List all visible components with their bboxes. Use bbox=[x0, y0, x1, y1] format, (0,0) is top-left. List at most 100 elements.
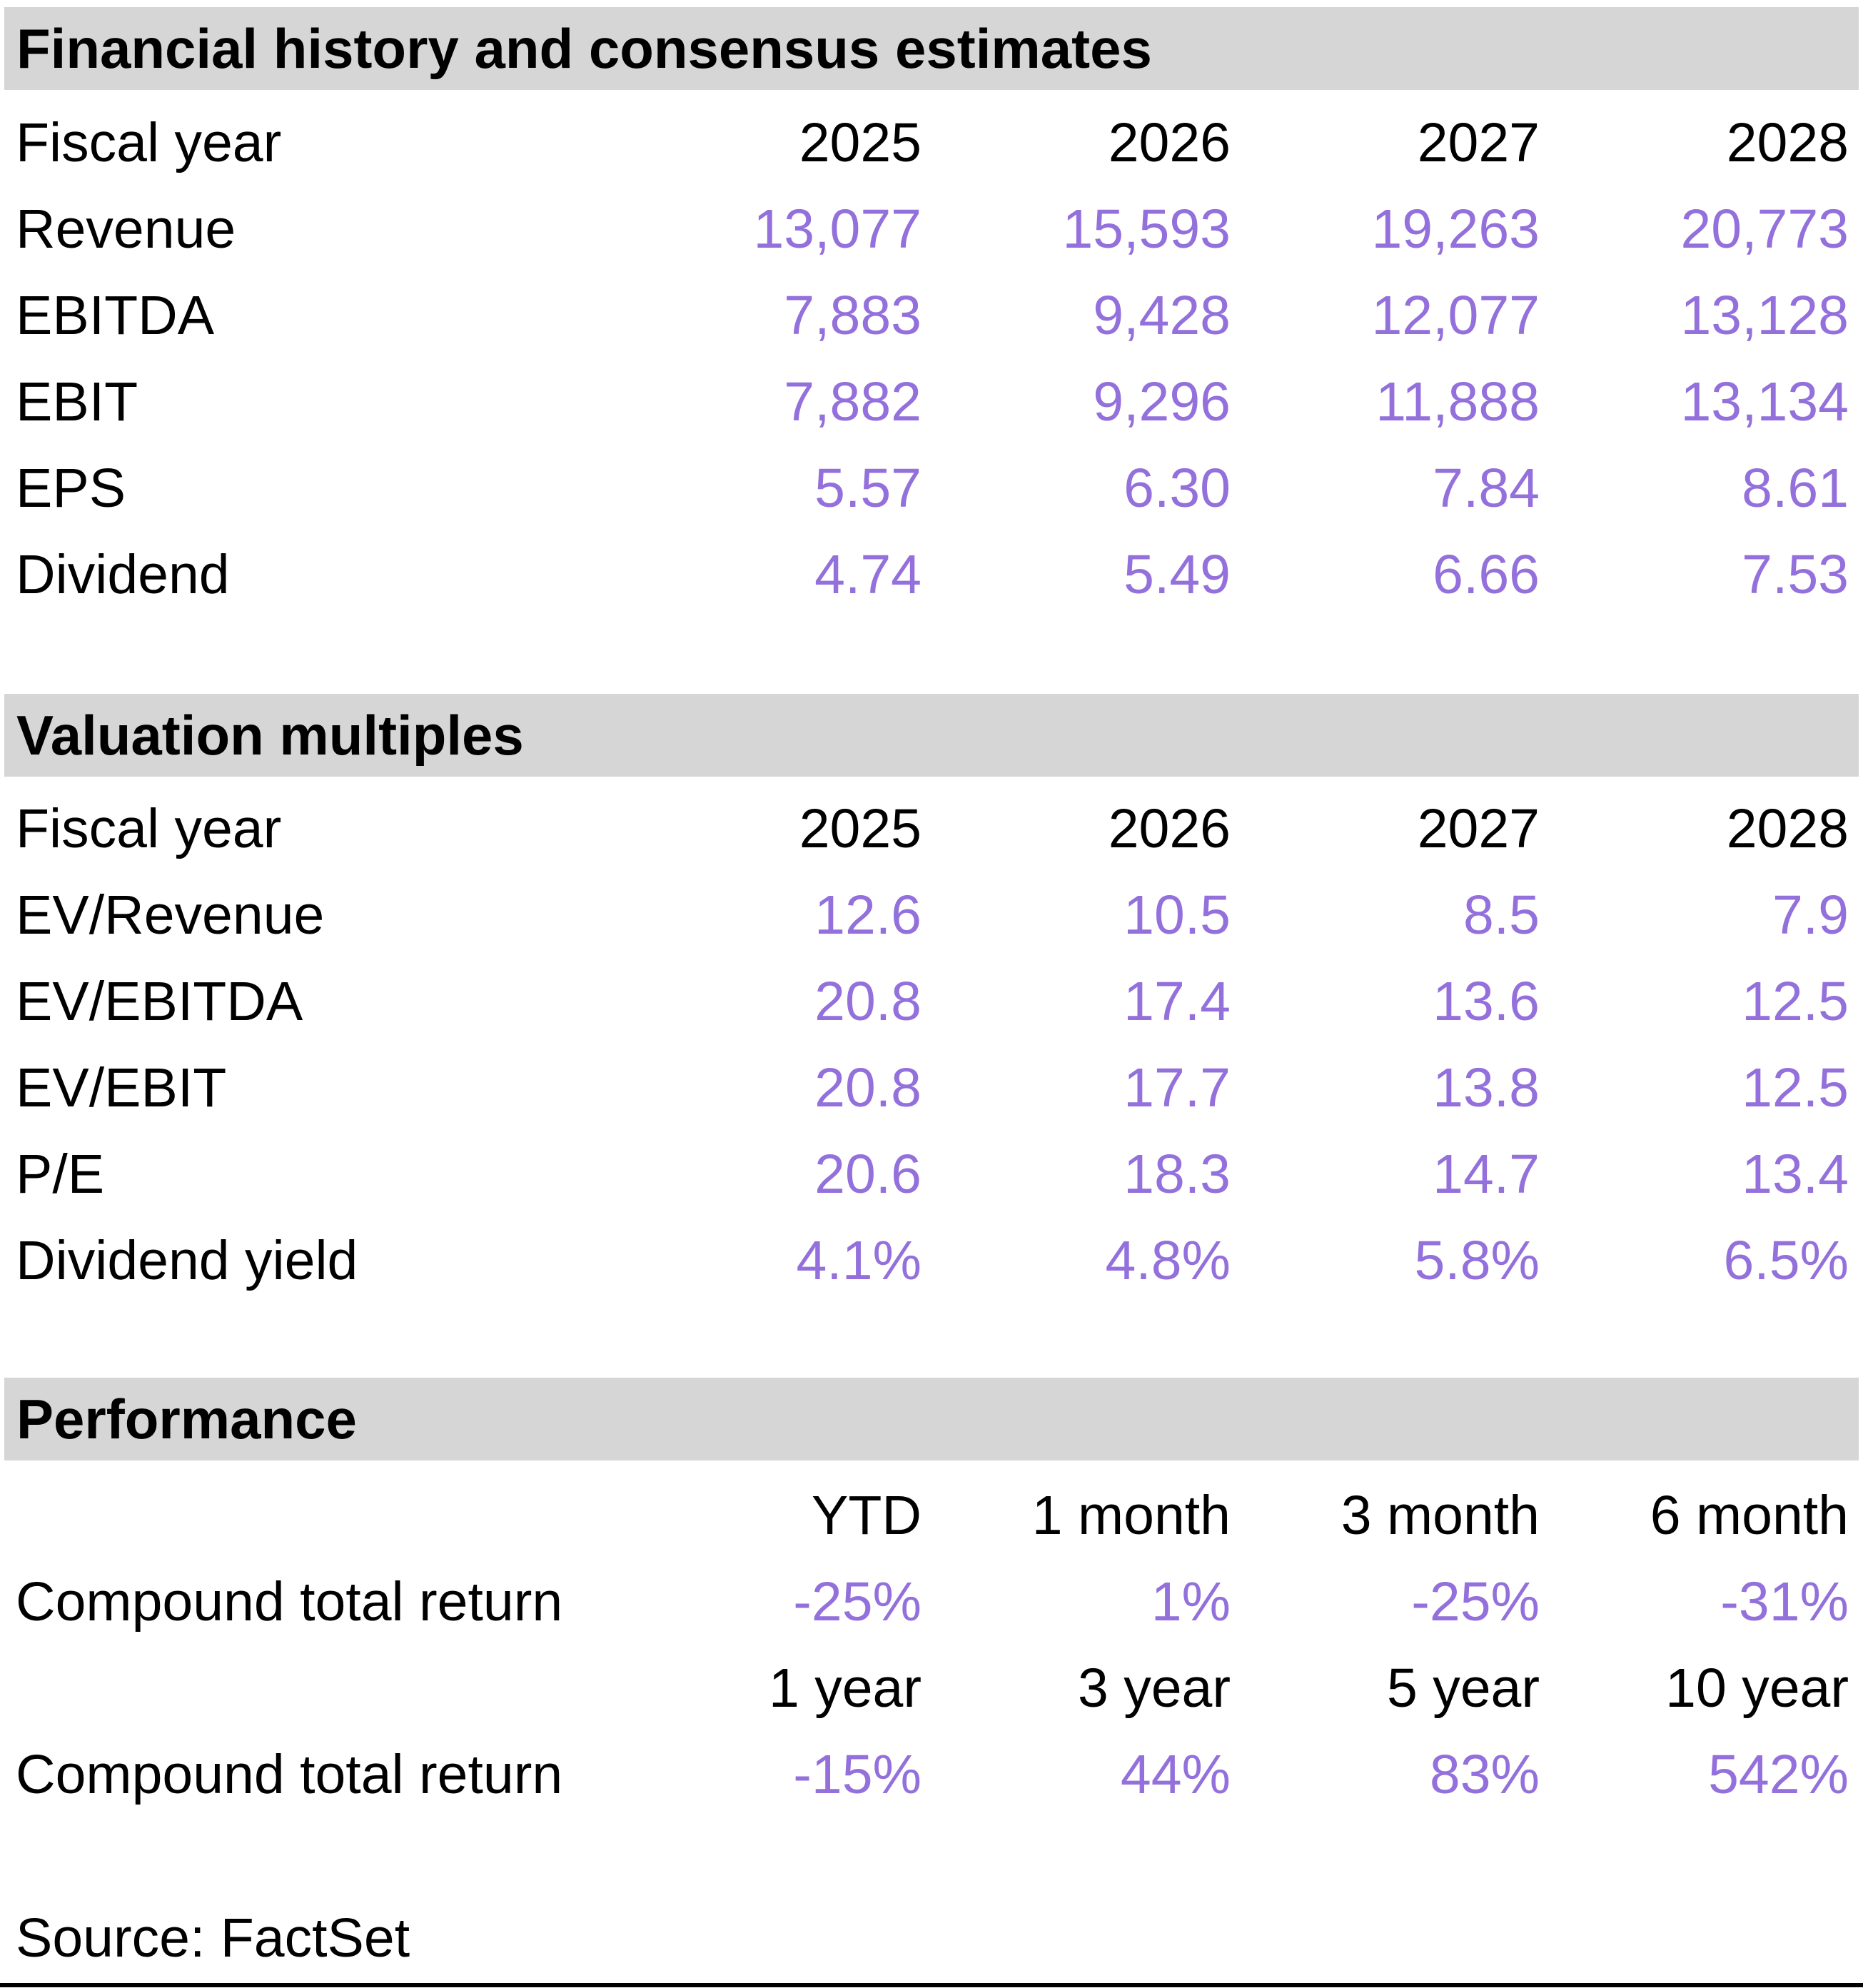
section-valuation-multiples: Valuation multiples Fiscal year 2025 202… bbox=[0, 694, 1863, 1304]
cell-value: 4.1% bbox=[796, 1230, 922, 1291]
table-row-compound-total-return-long: Compound total return -15% 44% 83% 542% bbox=[0, 1732, 1863, 1818]
section-title: Valuation multiples bbox=[16, 704, 524, 767]
table-row-compound-total-return-short: Compound total return -25% 1% -25% -31% bbox=[0, 1559, 1863, 1645]
performance-table: YTD 1 month 3 month 6 month Compound tot… bbox=[0, 1473, 1863, 1818]
cell-value: 19,263 bbox=[1371, 198, 1540, 260]
source-note: Source: FactSet bbox=[16, 1907, 410, 1969]
period-column-header: 1 month bbox=[1031, 1485, 1231, 1546]
cell-value: 5.8% bbox=[1414, 1230, 1540, 1291]
year-column-header: 2028 bbox=[1726, 798, 1849, 859]
row-label: P/E bbox=[16, 1144, 105, 1205]
cell-value: 6.66 bbox=[1433, 544, 1540, 605]
row-label: Dividend bbox=[16, 544, 230, 605]
cell-value: 6.30 bbox=[1124, 458, 1231, 519]
table-row-ebitda: EBITDA 7,883 9,428 12,077 13,128 bbox=[0, 273, 1863, 359]
row-label: EV/EBIT bbox=[16, 1057, 227, 1119]
section-title: Financial history and consensus estimate… bbox=[16, 17, 1152, 80]
fiscal-year-header-row: Fiscal year 2025 2026 2027 2028 bbox=[0, 100, 1863, 186]
period-header-row-long-term: 1 year 3 year 5 year 10 year bbox=[0, 1645, 1863, 1732]
cell-value: 18.3 bbox=[1124, 1144, 1231, 1205]
cell-value: 17.4 bbox=[1124, 971, 1231, 1032]
cell-value: 20.8 bbox=[814, 971, 922, 1032]
cell-value: 6.5% bbox=[1723, 1230, 1849, 1291]
cell-value: 12,077 bbox=[1371, 285, 1540, 346]
cell-value: 5.49 bbox=[1124, 544, 1231, 605]
section-header-valuation-multiples: Valuation multiples bbox=[4, 694, 1859, 777]
cell-value: 7.84 bbox=[1433, 458, 1540, 519]
year-column-header: 2027 bbox=[1417, 798, 1540, 859]
fiscal-year-label: Fiscal year bbox=[16, 112, 282, 173]
bottom-border-line bbox=[0, 1983, 1863, 1987]
cell-value: 8.5 bbox=[1463, 884, 1540, 946]
row-label: Revenue bbox=[16, 198, 236, 260]
cell-value: 4.74 bbox=[814, 544, 922, 605]
cell-value: 20.6 bbox=[814, 1144, 922, 1205]
table-row-eps: EPS 5.57 6.30 7.84 8.61 bbox=[0, 445, 1863, 532]
cell-value: 7,882 bbox=[784, 371, 922, 433]
cell-value: 13.8 bbox=[1433, 1057, 1540, 1119]
cell-value: 13,134 bbox=[1680, 371, 1849, 433]
cell-value: -15% bbox=[793, 1744, 922, 1805]
period-column-header: YTD bbox=[812, 1485, 922, 1546]
year-column-header: 2028 bbox=[1726, 112, 1849, 173]
row-label: Compound total return bbox=[16, 1744, 563, 1805]
cell-value: 542% bbox=[1708, 1744, 1849, 1805]
section-header-financial-history: Financial history and consensus estimate… bbox=[4, 7, 1859, 90]
cell-value: 83% bbox=[1429, 1744, 1540, 1805]
cell-value: 13.4 bbox=[1742, 1144, 1849, 1205]
table-row-revenue: Revenue 13,077 15,593 19,263 20,773 bbox=[0, 186, 1863, 273]
section-title: Performance bbox=[16, 1388, 357, 1450]
cell-value: 20,773 bbox=[1680, 198, 1849, 260]
row-label: EBITDA bbox=[16, 285, 215, 346]
cell-value: -31% bbox=[1720, 1571, 1849, 1633]
period-header-row-short-term: YTD 1 month 3 month 6 month bbox=[0, 1473, 1863, 1559]
cell-value: 20.8 bbox=[814, 1057, 922, 1119]
table-row-pe: P/E 20.6 18.3 14.7 13.4 bbox=[0, 1131, 1863, 1218]
row-label: Dividend yield bbox=[16, 1230, 358, 1291]
row-label: EV/Revenue bbox=[16, 884, 325, 946]
cell-value: -25% bbox=[1411, 1571, 1540, 1633]
cell-value: 13.6 bbox=[1433, 971, 1540, 1032]
table-row-dividend: Dividend 4.74 5.49 6.66 7.53 bbox=[0, 532, 1863, 618]
cell-value: 10.5 bbox=[1124, 884, 1231, 946]
table-row-ev-ebitda: EV/EBITDA 20.8 17.4 13.6 12.5 bbox=[0, 959, 1863, 1045]
cell-value: 7.53 bbox=[1742, 544, 1849, 605]
cell-value: 12.5 bbox=[1742, 971, 1849, 1032]
year-column-header: 2026 bbox=[1108, 112, 1231, 173]
year-column-header: 2026 bbox=[1108, 798, 1231, 859]
cell-value: -25% bbox=[793, 1571, 922, 1633]
row-label: EBIT bbox=[16, 371, 138, 433]
cell-value: 9,296 bbox=[1093, 371, 1231, 433]
cell-value: 5.57 bbox=[814, 458, 922, 519]
period-column-header: 1 year bbox=[768, 1657, 922, 1719]
year-column-header: 2027 bbox=[1417, 112, 1540, 173]
cell-value: 9,428 bbox=[1093, 285, 1231, 346]
fiscal-year-header-row: Fiscal year 2025 2026 2027 2028 bbox=[0, 786, 1863, 872]
cell-value: 13,077 bbox=[753, 198, 922, 260]
section-header-performance: Performance bbox=[4, 1378, 1859, 1460]
cell-value: 17.7 bbox=[1124, 1057, 1231, 1119]
cell-value: 4.8% bbox=[1105, 1230, 1231, 1291]
cell-value: 11,888 bbox=[1375, 371, 1540, 433]
cell-value: 14.7 bbox=[1433, 1144, 1540, 1205]
table-row-ebit: EBIT 7,882 9,296 11,888 13,134 bbox=[0, 359, 1863, 445]
table-row-ev-revenue: EV/Revenue 12.6 10.5 8.5 7.9 bbox=[0, 872, 1863, 959]
row-label: Compound total return bbox=[16, 1571, 563, 1633]
cell-value: 1% bbox=[1151, 1571, 1231, 1633]
year-column-header: 2025 bbox=[799, 798, 922, 859]
period-column-header: 10 year bbox=[1665, 1657, 1849, 1719]
period-column-header: 6 month bbox=[1650, 1485, 1849, 1546]
section-financial-history: Financial history and consensus estimate… bbox=[0, 7, 1863, 618]
cell-value: 8.61 bbox=[1742, 458, 1849, 519]
row-label: EPS bbox=[16, 458, 126, 519]
table-row-dividend-yield: Dividend yield 4.1% 4.8% 5.8% 6.5% bbox=[0, 1218, 1863, 1304]
valuation-table: Fiscal year 2025 2026 2027 2028 EV/Reven… bbox=[0, 786, 1863, 1304]
cell-value: 12.5 bbox=[1742, 1057, 1849, 1119]
financial-history-table: Fiscal year 2025 2026 2027 2028 Revenue … bbox=[0, 100, 1863, 618]
fiscal-year-label: Fiscal year bbox=[16, 798, 282, 859]
financial-factsheet: Financial history and consensus estimate… bbox=[0, 7, 1863, 1987]
cell-value: 44% bbox=[1120, 1744, 1231, 1805]
section-performance: Performance YTD 1 month 3 month 6 month … bbox=[0, 1378, 1863, 1818]
period-column-header: 5 year bbox=[1386, 1657, 1540, 1719]
cell-value: 7,883 bbox=[784, 285, 922, 346]
